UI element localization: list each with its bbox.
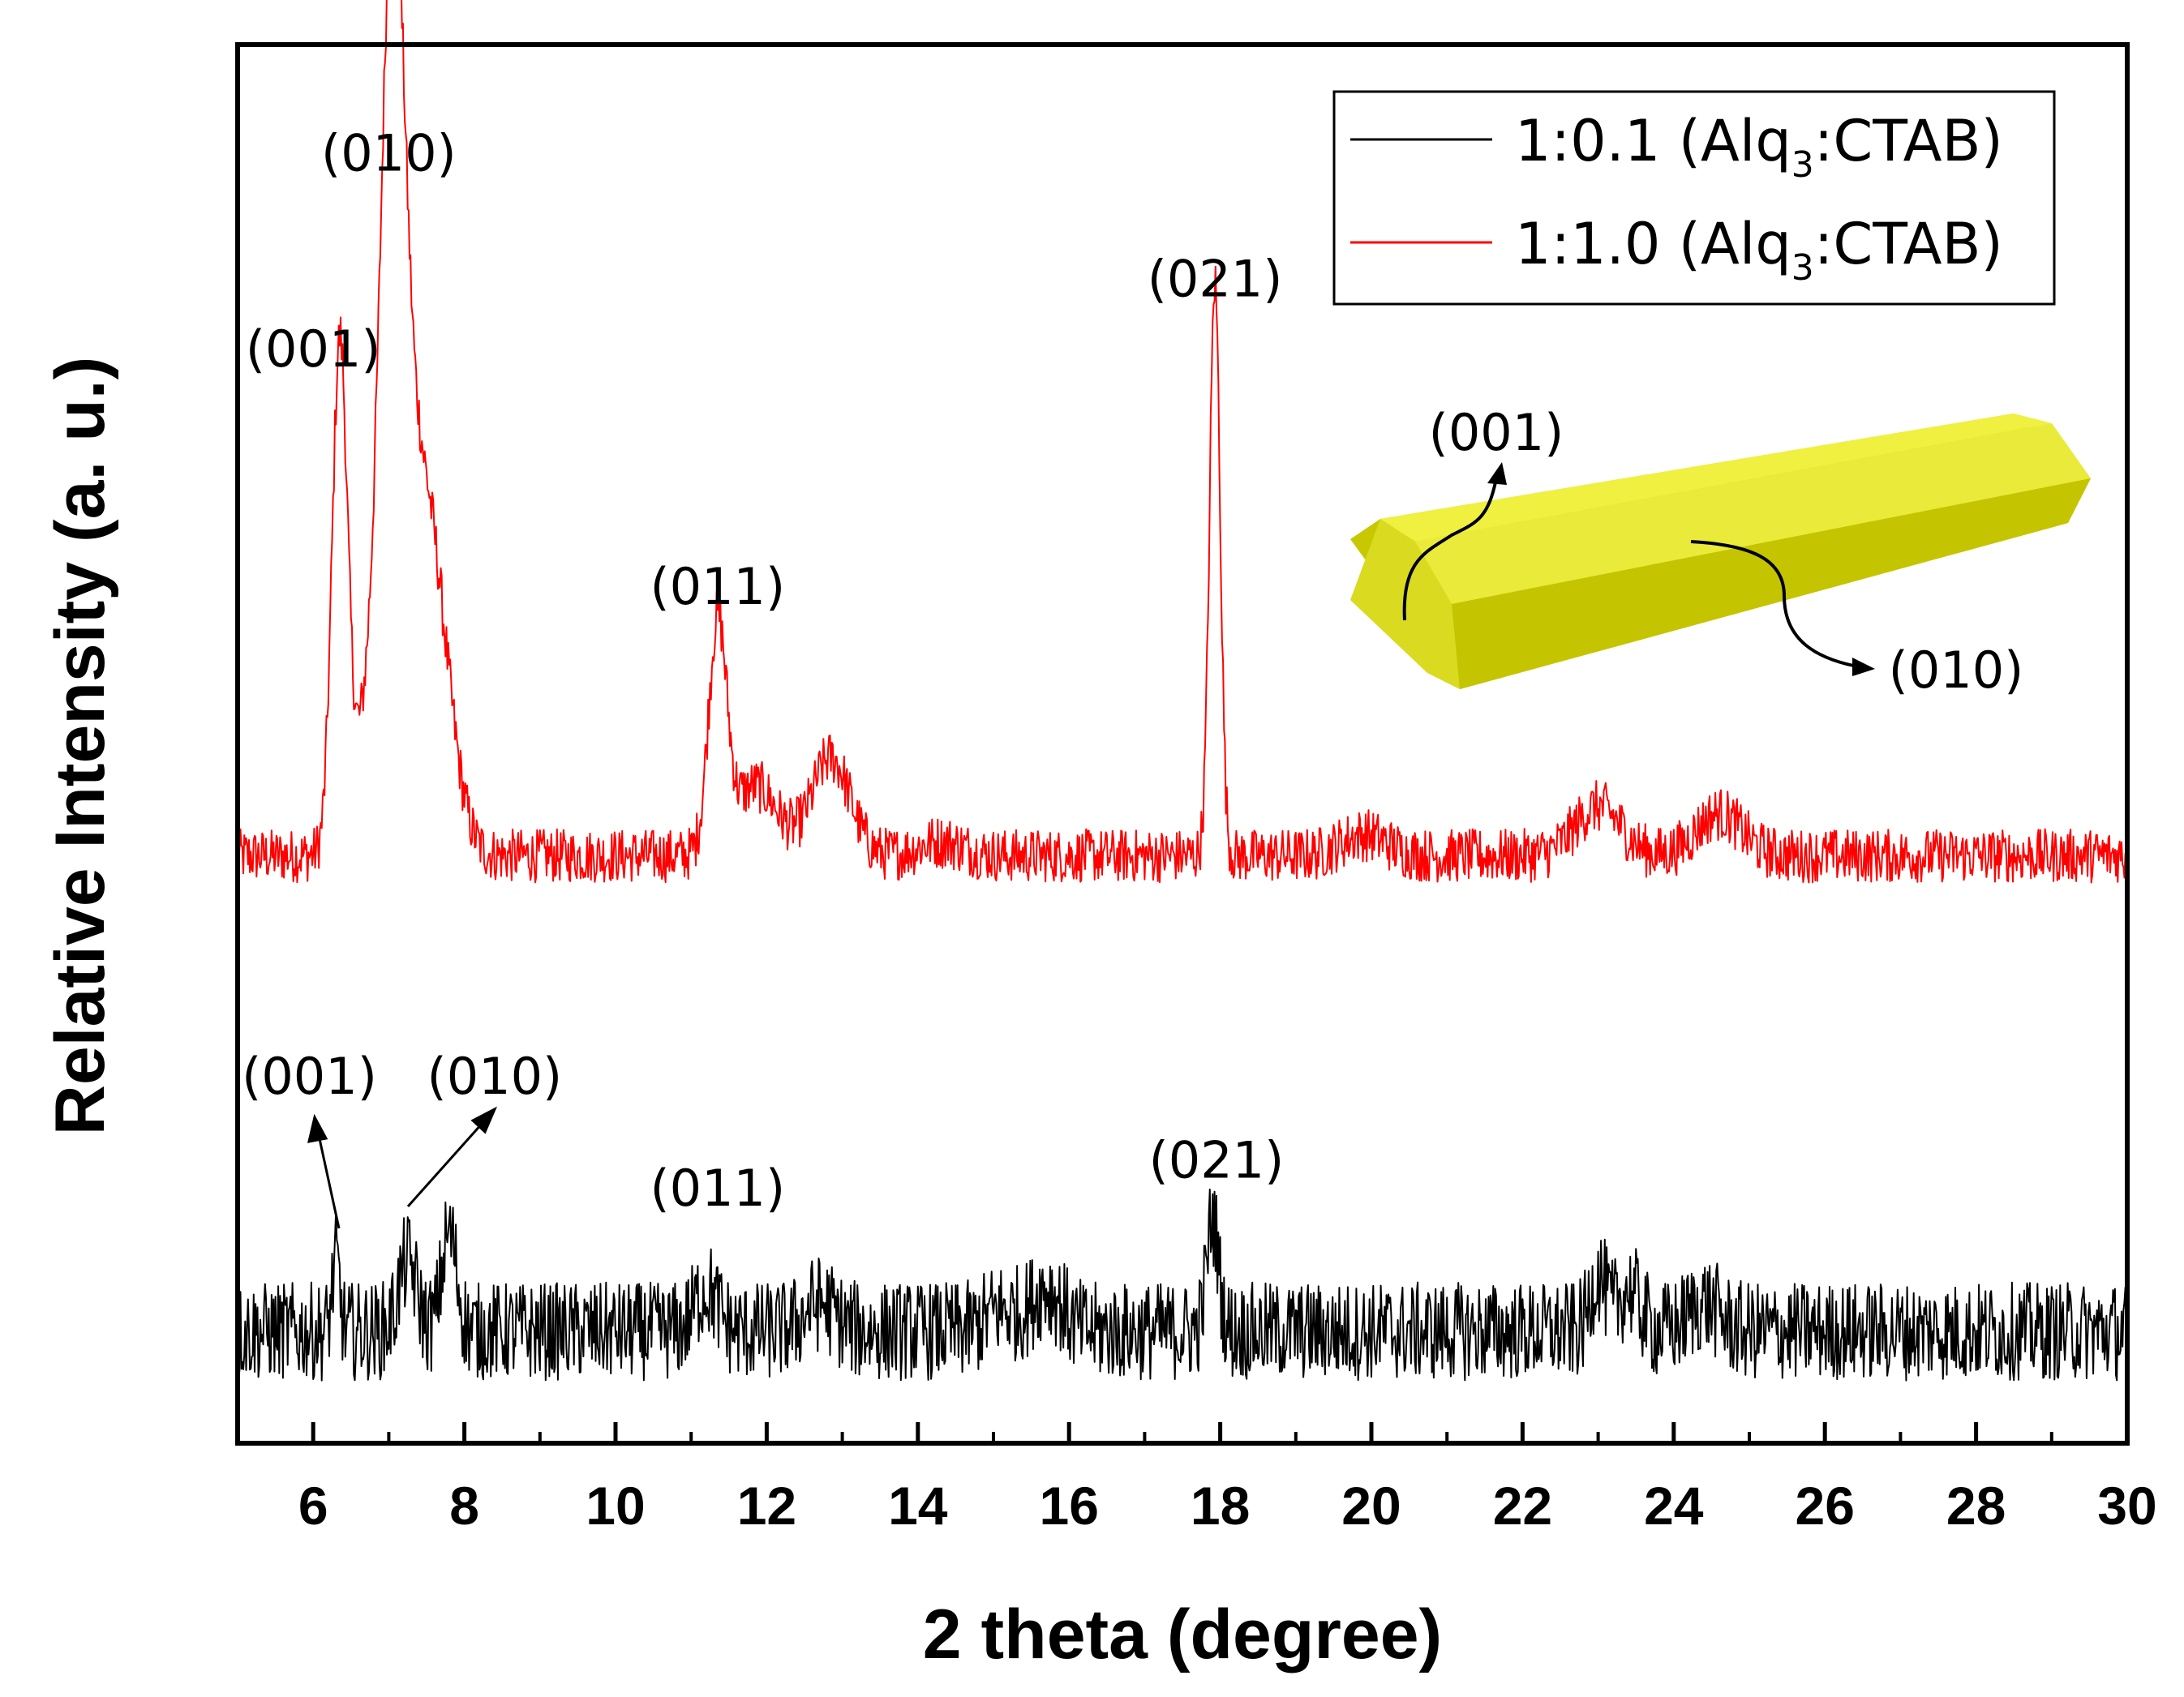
x-tick-label-16: 16 (1039, 1476, 1098, 1536)
peak-label-6: (011) (650, 1159, 785, 1218)
rod-upper-side (1415, 423, 2091, 604)
peak-label-1: (010) (321, 123, 457, 182)
x-tick-label-12: 12 (737, 1476, 796, 1536)
x-tick-label-18: 18 (1191, 1476, 1250, 1536)
rod-arrow-010-head (1852, 658, 1875, 676)
crystal-rod-inset: (001) (010) (1350, 403, 2091, 700)
rod-arrow-001 (1402, 478, 1498, 621)
x-tick-label-24: 24 (1644, 1476, 1704, 1536)
peak-label-5: (010) (427, 1047, 563, 1106)
x-axis: 6 8 10 12 14 16 18 20 22 24 26 28 30 (236, 1422, 2157, 1536)
rod-lower-side (1452, 478, 2091, 689)
x-axis-title: 2 theta (degree) (923, 1596, 1442, 1673)
peak-label-2: (011) (650, 557, 785, 616)
x-tick-label-28: 28 (1946, 1476, 2006, 1536)
x-tick-label-6: 6 (298, 1476, 328, 1536)
plot-frame (235, 42, 2130, 1446)
inset-label-010: (010) (1889, 641, 2024, 700)
x-tick-label-10: 10 (586, 1476, 645, 1536)
legend-label-red: 1:1.0 (Alq3:CTAB) (1515, 211, 2003, 289)
x-tick-label-14: 14 (888, 1476, 948, 1536)
arrow-010-head (470, 1106, 498, 1134)
peak-label-3: (021) (1148, 250, 1283, 309)
x-tick-label-26: 26 (1795, 1476, 1854, 1536)
peak-annotations: (001) (010) (011) (021) (001) (010) (011) (021) (242, 123, 1284, 1218)
series-line-black (237, 1189, 2128, 1382)
peak-label-0: (001) (246, 319, 381, 379)
y-axis-title: Relative Intensity (a. u.) (41, 357, 119, 1136)
annotation-arrows (307, 1106, 498, 1229)
rod-top-face (1380, 414, 2052, 542)
arrow-001-line (317, 1134, 341, 1229)
arrow-001-head (307, 1113, 328, 1143)
inset-label-001: (001) (1429, 403, 1564, 462)
legend-box (1332, 90, 2056, 306)
x-tick-label-22: 22 (1493, 1476, 1552, 1536)
peak-label-4: (001) (242, 1047, 377, 1106)
legend: 1:0.1 (Alq3:CTAB) 1:1.0 (Alq3:CTAB) (1332, 90, 2056, 306)
x-tick-label-8: 8 (449, 1476, 479, 1536)
series-line-red (237, 0, 2128, 884)
x-tick-label-30: 30 (2097, 1476, 2156, 1536)
peak-label-7: (021) (1149, 1130, 1285, 1189)
arrow-010-line (406, 1122, 484, 1207)
rod-arrow-001-head (1487, 462, 1507, 485)
x-tick-label-20: 20 (1341, 1476, 1401, 1536)
rod-arrow-010 (1690, 540, 1858, 668)
legend-label-black: 1:0.1 (Alq3:CTAB) (1515, 108, 2003, 186)
series-layer (237, 0, 2128, 1382)
